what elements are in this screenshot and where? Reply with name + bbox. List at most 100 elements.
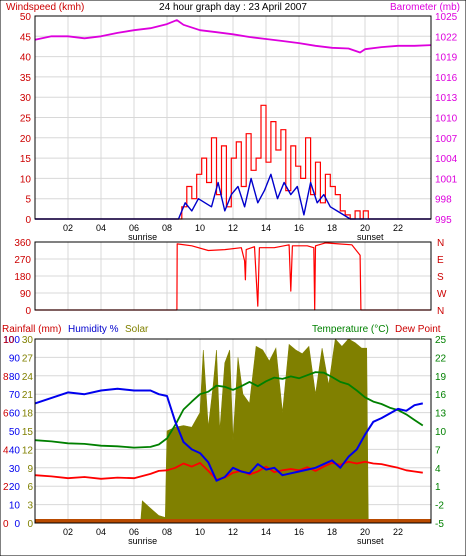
barometer-tick: 1007 [435, 134, 458, 145]
direction-panel-frame [34, 241, 432, 311]
climate-x-tick: 04 [96, 527, 106, 537]
wind-x-tick: 10 [195, 223, 205, 233]
compass-tick: N [437, 238, 444, 249]
windspeed-tick: 45 [20, 32, 32, 43]
temperature-tick: 16 [435, 390, 447, 401]
compass-tick: S [437, 272, 444, 283]
wind-x-tick: 20 [360, 223, 370, 233]
wind-x-tick: 08 [162, 223, 172, 233]
sunrise-label: sunrise [128, 232, 157, 242]
direction-tick: 180 [14, 272, 31, 283]
rainfall-axis-label: Rainfall (mm) [2, 324, 61, 335]
humidity-tick: 60 [9, 409, 21, 420]
windspeed-tick: 35 [20, 73, 32, 84]
solar-tick: 30 [22, 335, 34, 346]
temperature-tick: 7 [435, 445, 441, 456]
barometer-tick: 1025 [435, 12, 458, 23]
temperature-tick: 25 [435, 335, 447, 346]
temperature-tick: 4 [435, 464, 441, 475]
rainfall-tick: 6 [3, 409, 9, 420]
solar-tick: 12 [22, 445, 34, 456]
windspeed-tick: 25 [20, 114, 32, 125]
dewpoint-series [34, 460, 423, 481]
barometer-tick: 1004 [435, 154, 458, 165]
wind-x-tick: 12 [228, 223, 238, 233]
humidity-tick: 20 [9, 482, 21, 493]
barometer-series [34, 19, 432, 54]
solar-area [140, 338, 369, 524]
barometer-tick: 995 [435, 215, 452, 226]
windspeed-tick: 50 [20, 12, 32, 23]
rainfall-tick: 0 [3, 519, 9, 530]
wind-x-tick: 22 [393, 223, 403, 233]
compass-tick: E [437, 255, 444, 266]
humidity-tick: 10 [9, 501, 21, 512]
wind-x-tick: 14 [261, 223, 271, 233]
solar-tick: 18 [22, 409, 34, 420]
direction-series [35, 242, 431, 311]
humidity-tick: 100 [3, 335, 20, 346]
humidity-tick: 90 [9, 353, 21, 364]
climate-x-tick: 14 [261, 527, 271, 537]
solar-tick: 6 [27, 482, 33, 493]
chart-title: 24 hour graph day : 23 April 2007 [159, 2, 307, 13]
barometer-tick: 1013 [435, 93, 458, 104]
humidity-tick: 30 [9, 464, 21, 475]
sunset-label: sunset [357, 536, 384, 546]
climate-x-tick: 10 [195, 527, 205, 537]
windspeed-tick: 5 [25, 195, 31, 206]
wind-x-tick: 16 [294, 223, 304, 233]
windspeed-series [35, 104, 431, 220]
climate-x-tick: 16 [294, 527, 304, 537]
climate-x-tick: 22 [393, 527, 403, 537]
barometer-tick: 1022 [435, 32, 458, 43]
humidity-tick: 0 [14, 519, 20, 530]
windspeed-tick: 15 [20, 154, 32, 165]
barometer-tick: 1019 [435, 53, 458, 64]
temperature-tick: -2 [435, 501, 444, 512]
direction-tick: 360 [14, 238, 31, 249]
solar-tick: 27 [22, 353, 34, 364]
barometer-tick: 1001 [435, 174, 458, 185]
humidity-tick: 50 [9, 427, 21, 438]
climate-x-tick: 12 [228, 527, 238, 537]
climate-x-tick: 20 [360, 527, 370, 537]
temperature-tick: 1 [435, 482, 441, 493]
direction-tick: 0 [25, 306, 31, 317]
climate-x-tick: 08 [162, 527, 172, 537]
climate-x-tick: 06 [129, 527, 139, 537]
sunrise-label: sunrise [128, 536, 157, 546]
humidity-axis-label: Humidity % [68, 324, 119, 335]
sunset-label: sunset [357, 232, 384, 242]
solar-tick: 9 [27, 464, 33, 475]
wind-x-tick: 04 [96, 223, 106, 233]
rainfall-tick: 2 [3, 482, 9, 493]
barometer-tick: 1010 [435, 114, 458, 125]
humidity-tick: 80 [9, 372, 21, 383]
climate-x-tick: 02 [63, 527, 73, 537]
rainfall-tick: 8 [3, 372, 9, 383]
temperature-tick: 13 [435, 409, 447, 420]
windspeed-tick: 40 [20, 53, 32, 64]
solar-tick: 3 [27, 501, 33, 512]
rainfall-tick: 10 [3, 335, 15, 346]
climate-x-tick: 18 [327, 527, 337, 537]
solar-tick: 0 [27, 519, 33, 530]
direction-tick: 90 [20, 289, 32, 300]
windspeed-tick: 30 [20, 93, 32, 104]
windspeed-tick: 0 [25, 215, 31, 226]
barometer-axis-label: Barometer (mb) [390, 2, 460, 13]
solar-tick: 21 [22, 390, 34, 401]
wind-panel-frame [34, 15, 432, 220]
humidity-series [34, 387, 424, 482]
temperature-tick: 10 [435, 427, 447, 438]
rainfall-tick: 4 [3, 445, 9, 456]
humidity-tick: 70 [9, 390, 21, 401]
compass-tick: W [437, 289, 447, 300]
solar-tick: 24 [22, 372, 34, 383]
barometer-tick: 1016 [435, 73, 458, 84]
solar-tick: 15 [22, 427, 34, 438]
compass-tick: N [437, 306, 444, 317]
temperature-tick: 19 [435, 372, 447, 383]
